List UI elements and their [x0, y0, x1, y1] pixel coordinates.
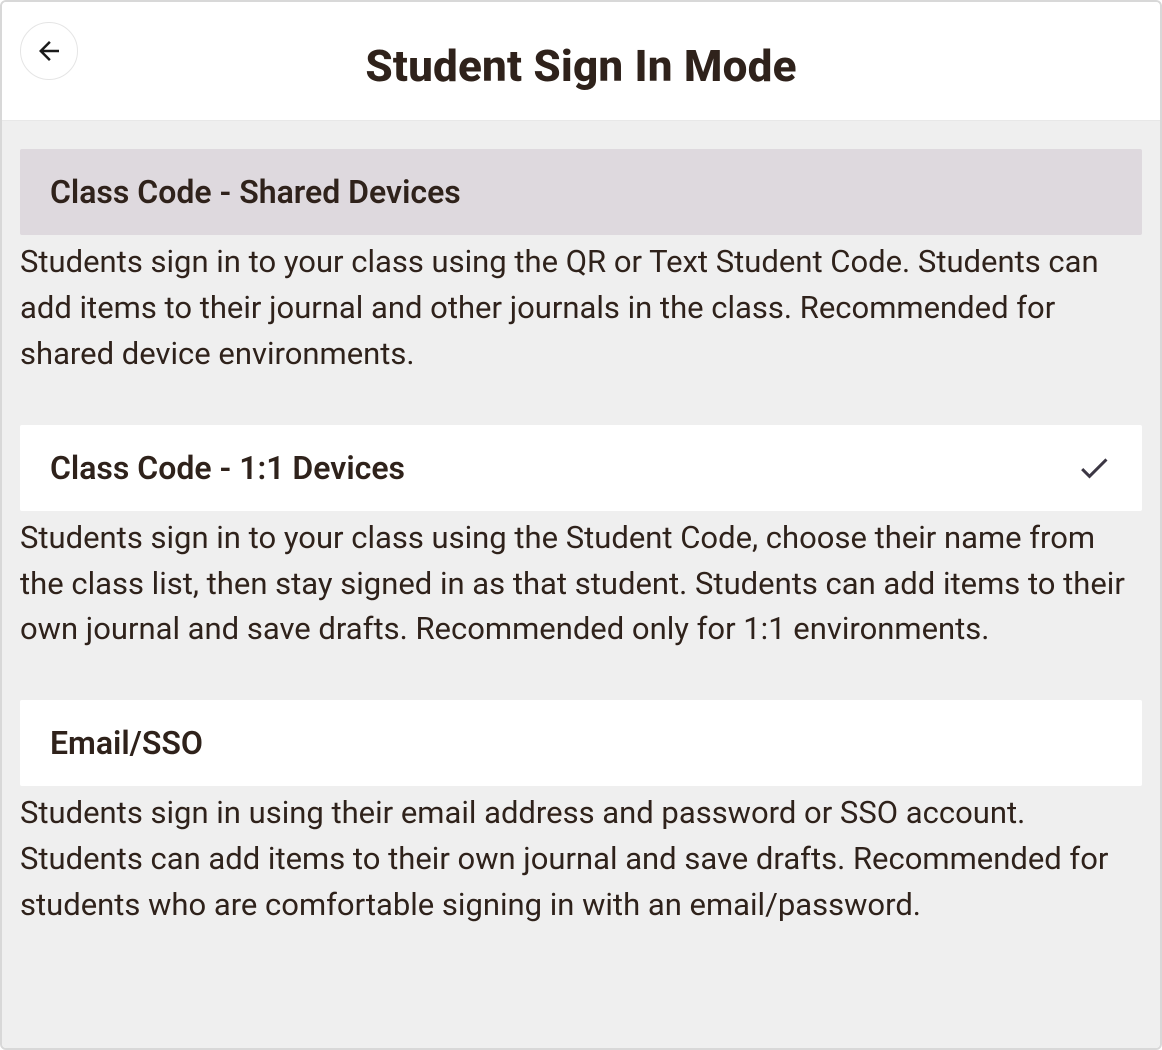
header: Student Sign In Mode — [2, 2, 1160, 121]
option-email-sso: Email/SSO Students sign in using their e… — [20, 700, 1142, 928]
option-header-one-to-one-devices[interactable]: Class Code - 1:1 Devices — [20, 425, 1142, 511]
option-title: Class Code - Shared Devices — [50, 173, 461, 211]
option-description: Students sign in to your class using the… — [20, 235, 1142, 377]
option-description: Students sign in using their email addre… — [20, 786, 1142, 928]
option-title: Email/SSO — [50, 724, 203, 762]
option-shared-devices: Class Code - Shared Devices Students sig… — [20, 149, 1142, 377]
option-header-email-sso[interactable]: Email/SSO — [20, 700, 1142, 786]
option-header-shared-devices[interactable]: Class Code - Shared Devices — [20, 149, 1142, 235]
option-description: Students sign in to your class using the… — [20, 511, 1142, 653]
settings-panel: Student Sign In Mode Class Code - Shared… — [0, 0, 1162, 1050]
page-title: Student Sign In Mode — [20, 40, 1142, 92]
check-icon — [1076, 450, 1112, 486]
options-list: Class Code - Shared Devices Students sig… — [2, 121, 1160, 1048]
option-title: Class Code - 1:1 Devices — [50, 449, 405, 487]
option-one-to-one-devices: Class Code - 1:1 Devices Students sign i… — [20, 425, 1142, 653]
